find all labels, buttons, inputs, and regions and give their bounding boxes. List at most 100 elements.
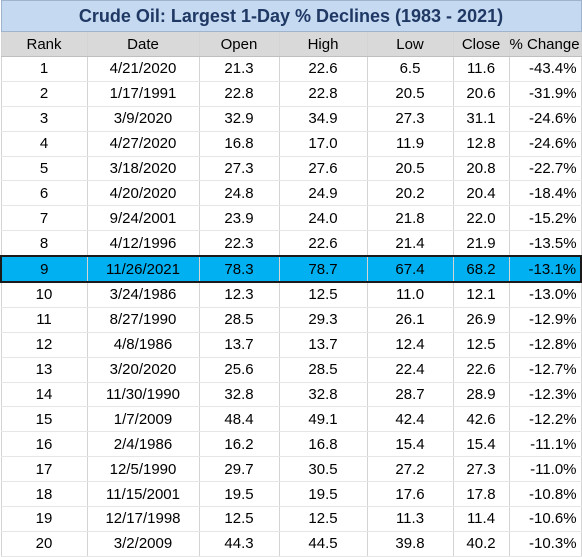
- cell-open: 28.5: [198, 307, 280, 333]
- cell-low: 26.1: [366, 307, 454, 333]
- cell-date: 11/26/2021: [86, 255, 200, 284]
- cell-open: 25.6: [198, 357, 280, 383]
- cell-rank: 20: [0, 531, 88, 557]
- table-row: 17 12/5/1990 29.7 30.5 27.2 27.3 -11.0%: [0, 456, 582, 483]
- cell-pct-change: -12.2%: [508, 406, 582, 433]
- cell-close: 26.9: [452, 307, 510, 333]
- cell-open: 13.7: [198, 332, 280, 358]
- cell-high: 34.9: [278, 106, 368, 132]
- cell-pct-change: -11.0%: [508, 456, 582, 483]
- cell-rank: 2: [0, 81, 88, 107]
- table-row: 5 3/18/2020 27.3 27.6 20.5 20.8 -22.7%: [0, 156, 582, 182]
- cell-close: 15.4: [452, 431, 510, 458]
- cell-low: 28.7: [366, 382, 454, 408]
- table-row: 16 2/4/1986 16.2 16.8 15.4 15.4 -11.1%: [0, 431, 582, 458]
- cell-close: 31.1: [452, 106, 510, 132]
- cell-close: 27.3: [452, 456, 510, 483]
- cell-high: 22.6: [278, 56, 368, 82]
- table-row: 15 1/7/2009 48.4 49.1 42.4 42.6 -12.2%: [0, 406, 582, 433]
- cell-pct-change: -10.6%: [508, 506, 582, 532]
- cell-low: 27.3: [366, 106, 454, 132]
- cell-low: 20.5: [366, 156, 454, 182]
- cell-pct-change: -11.1%: [508, 431, 582, 458]
- cell-open: 22.3: [198, 230, 280, 257]
- cell-open: 16.8: [198, 131, 280, 157]
- cell-open: 24.8: [198, 180, 280, 207]
- cell-low: 11.9: [366, 131, 454, 157]
- cell-low: 21.8: [366, 205, 454, 232]
- cell-low: 39.8: [366, 531, 454, 557]
- cell-pct-change: -18.4%: [508, 180, 582, 207]
- cell-rank: 15: [0, 406, 88, 433]
- cell-open: 22.8: [198, 81, 280, 107]
- cell-open: 16.2: [198, 431, 280, 458]
- cell-date: 11/30/1990: [86, 382, 200, 408]
- cell-rank: 4: [0, 131, 88, 157]
- cell-rank: 8: [0, 230, 88, 257]
- cell-rank: 3: [0, 106, 88, 132]
- cell-date: 8/27/1990: [86, 307, 200, 333]
- cell-open: 29.7: [198, 456, 280, 483]
- table-row: 9 11/26/2021 78.3 78.7 67.4 68.2 -13.1%: [0, 255, 582, 284]
- cell-close: 12.5: [452, 332, 510, 358]
- cell-date: 1/7/2009: [86, 406, 200, 433]
- table-row: 2 1/17/1991 22.8 22.8 20.5 20.6 -31.9%: [0, 81, 582, 107]
- cell-date: 12/5/1990: [86, 456, 200, 483]
- table-row: 18 11/15/2001 19.5 19.5 17.6 17.8 -10.8%: [0, 481, 582, 508]
- cell-date: 4/21/2020: [86, 56, 200, 82]
- header-pct-change: % Change: [508, 31, 582, 57]
- cell-pct-change: -13.5%: [508, 230, 582, 257]
- table-row: 8 4/12/1996 22.3 22.6 21.4 21.9 -13.5%: [0, 230, 582, 257]
- cell-rank: 14: [0, 382, 88, 408]
- cell-low: 11.3: [366, 506, 454, 532]
- header-close: Close: [452, 31, 510, 57]
- cell-pct-change: -10.8%: [508, 481, 582, 508]
- cell-pct-change: -31.9%: [508, 81, 582, 107]
- cell-low: 15.4: [366, 431, 454, 458]
- cell-close: 28.9: [452, 382, 510, 408]
- cell-open: 32.8: [198, 382, 280, 408]
- cell-close: 20.4: [452, 180, 510, 207]
- table-row: 13 3/20/2020 25.6 28.5 22.4 22.6 -12.7%: [0, 357, 582, 383]
- cell-rank: 19: [0, 506, 88, 532]
- cell-close: 20.6: [452, 81, 510, 107]
- cell-high: 49.1: [278, 406, 368, 433]
- cell-close: 40.2: [452, 531, 510, 557]
- table-row: 19 12/17/1998 12.5 12.5 11.3 11.4 -10.6%: [0, 506, 582, 532]
- cell-open: 12.3: [198, 282, 280, 308]
- table-row: 10 3/24/1986 12.3 12.5 11.0 12.1 -13.0%: [0, 282, 582, 308]
- cell-rank: 10: [0, 282, 88, 308]
- cell-rank: 17: [0, 456, 88, 483]
- cell-date: 11/15/2001: [86, 481, 200, 508]
- cell-high: 28.5: [278, 357, 368, 383]
- cell-rank: 12: [0, 332, 88, 358]
- cell-high: 19.5: [278, 481, 368, 508]
- cell-low: 67.4: [366, 255, 454, 284]
- cell-low: 12.4: [366, 332, 454, 358]
- cell-low: 21.4: [366, 230, 454, 257]
- cell-rank: 7: [0, 205, 88, 232]
- cell-low: 27.2: [366, 456, 454, 483]
- cell-rank: 16: [0, 431, 88, 458]
- cell-low: 22.4: [366, 357, 454, 383]
- cell-low: 20.2: [366, 180, 454, 207]
- cell-pct-change: -12.7%: [508, 357, 582, 383]
- cell-close: 22.6: [452, 357, 510, 383]
- cell-date: 4/12/1996: [86, 230, 200, 257]
- cell-close: 42.6: [452, 406, 510, 433]
- cell-high: 12.5: [278, 282, 368, 308]
- table-row: 4 4/27/2020 16.8 17.0 11.9 12.8 -24.6%: [0, 131, 582, 157]
- cell-high: 29.3: [278, 307, 368, 333]
- table-row: 12 4/8/1986 13.7 13.7 12.4 12.5 -12.8%: [0, 332, 582, 358]
- cell-date: 4/27/2020: [86, 131, 200, 157]
- cell-date: 1/17/1991: [86, 81, 200, 107]
- cell-open: 48.4: [198, 406, 280, 433]
- cell-open: 78.3: [198, 255, 280, 284]
- header-low: Low: [366, 31, 454, 57]
- cell-low: 11.0: [366, 282, 454, 308]
- cell-low: 42.4: [366, 406, 454, 433]
- cell-open: 21.3: [198, 56, 280, 82]
- table-row: 11 8/27/1990 28.5 29.3 26.1 26.9 -12.9%: [0, 307, 582, 333]
- header-open: Open: [198, 31, 280, 57]
- cell-date: 2/4/1986: [86, 431, 200, 458]
